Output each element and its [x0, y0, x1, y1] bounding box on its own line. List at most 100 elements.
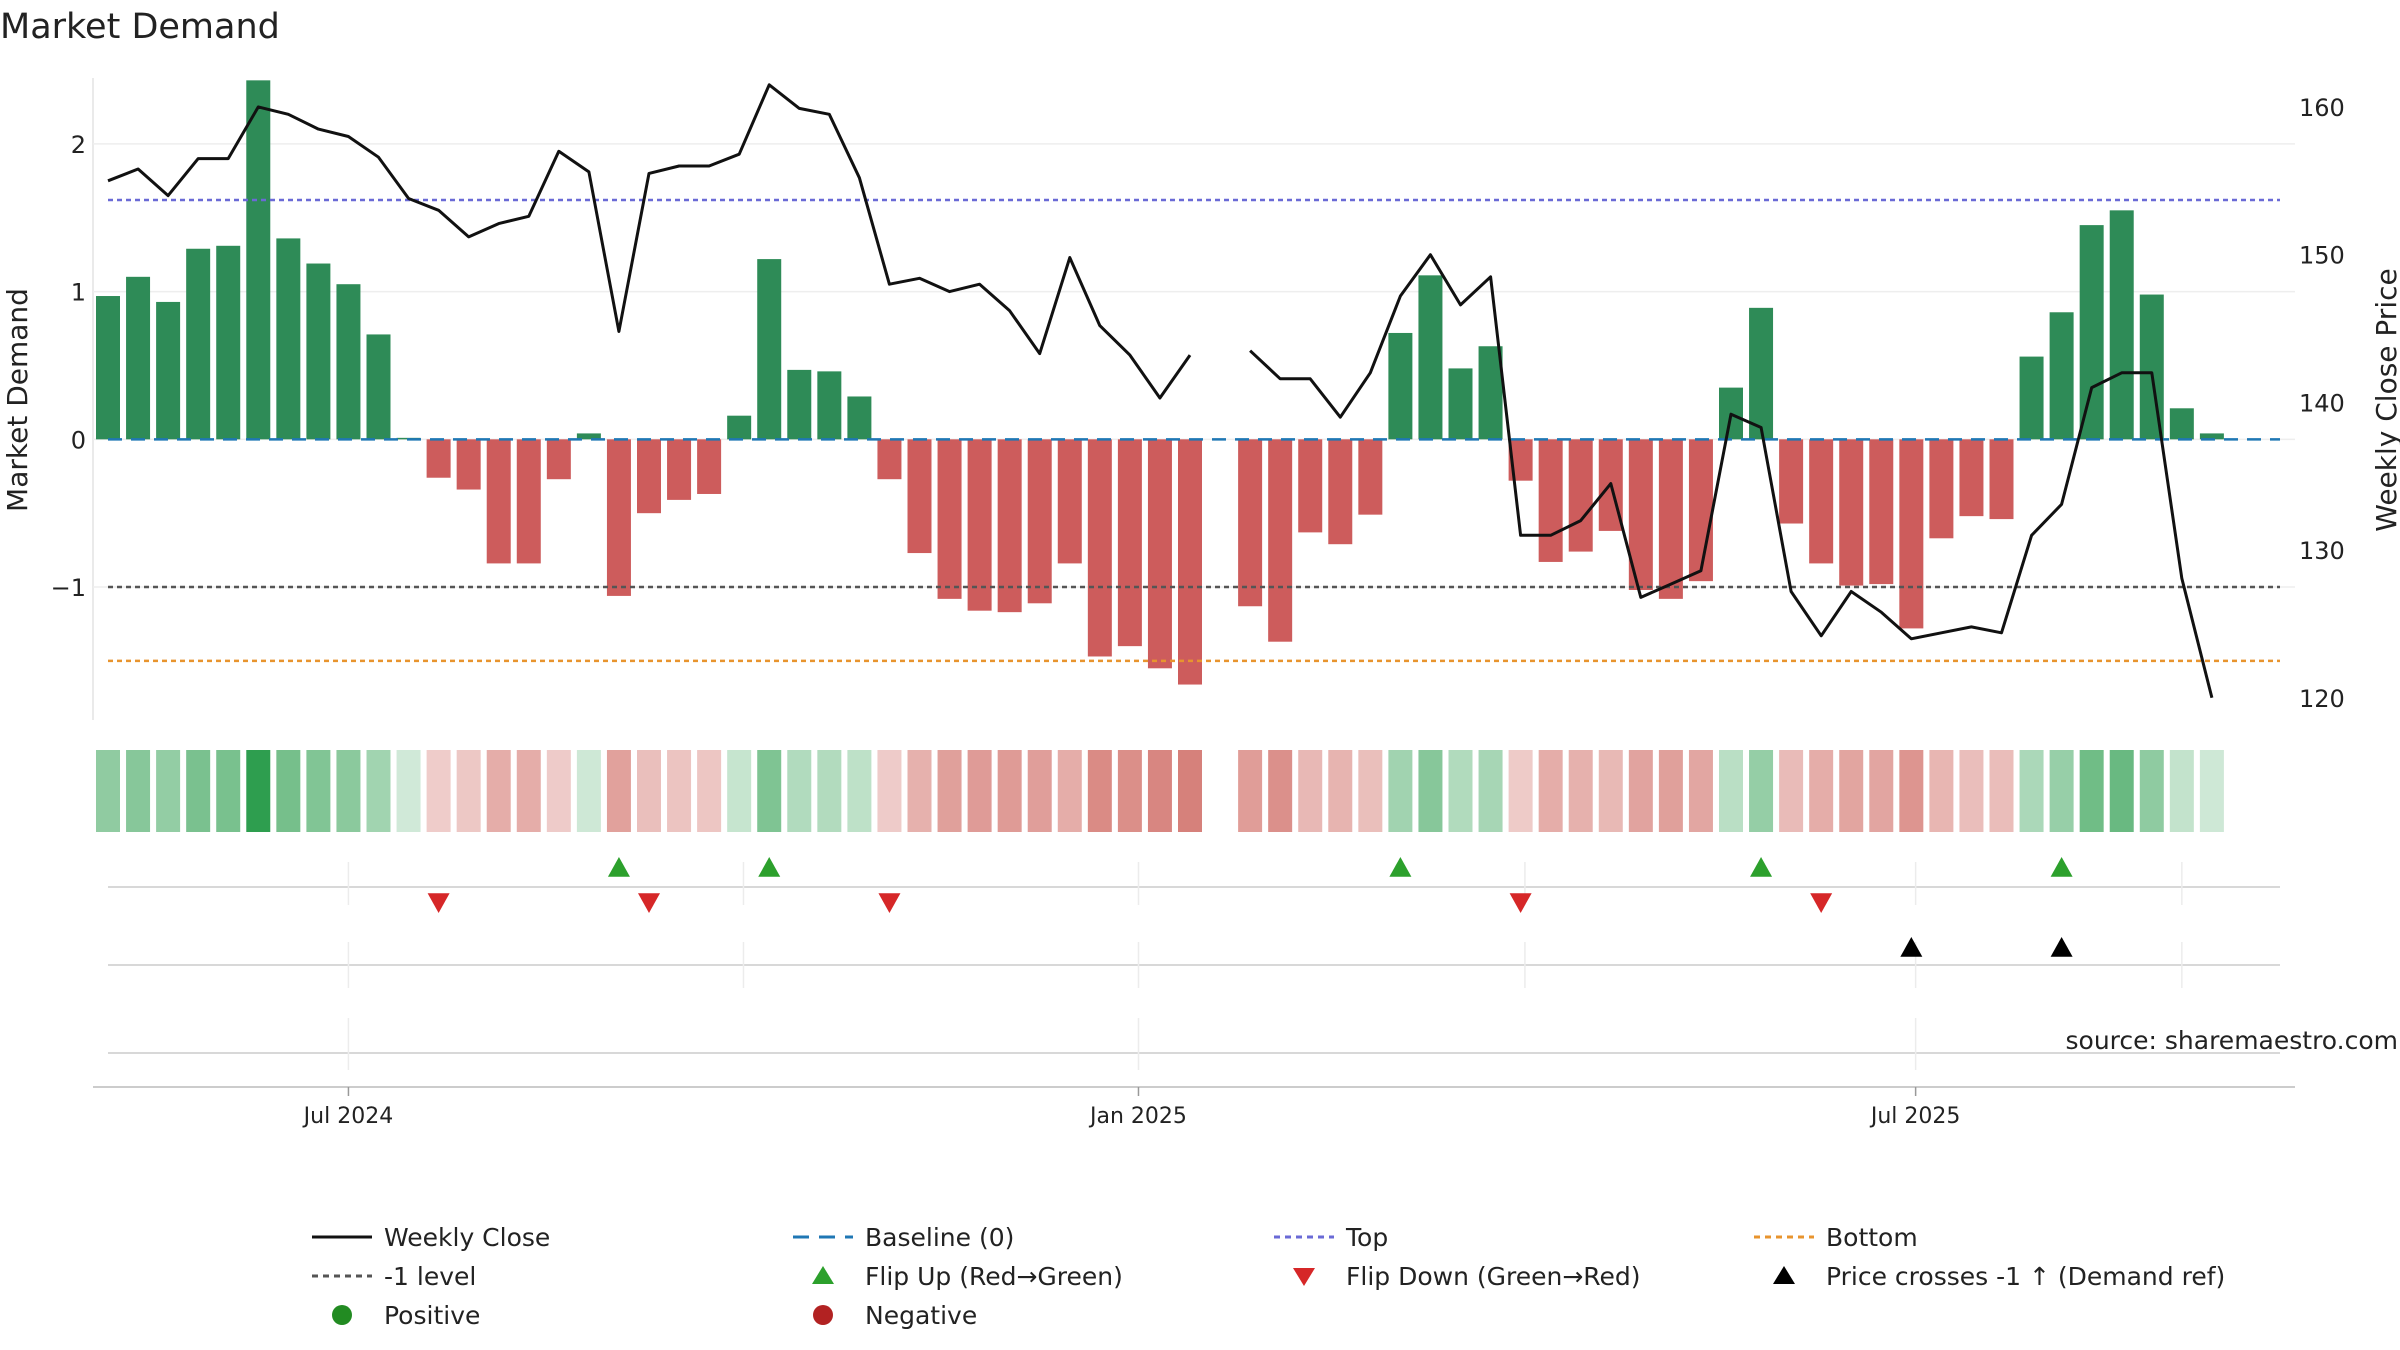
y2-tick-label: 130	[2299, 537, 2345, 565]
demand-bar-positive	[727, 415, 752, 440]
strip-cell	[576, 750, 601, 832]
demand-bar-positive	[336, 284, 361, 440]
demand-bar-negative	[1929, 439, 1954, 539]
demand-bar-positive	[1749, 307, 1774, 440]
demand-bar-negative	[1568, 439, 1593, 552]
legend-item: Weekly Close	[312, 1223, 550, 1252]
demand-bar-positive	[216, 245, 241, 440]
demand-bar-positive	[1418, 275, 1443, 440]
demand-bar-positive	[2169, 408, 2194, 440]
demand-bar-positive	[2019, 356, 2044, 440]
demand-bar-positive	[2139, 294, 2164, 440]
demand-bar-negative	[1658, 439, 1683, 599]
strip-cell	[1448, 750, 1473, 832]
strip-cell	[2079, 750, 2104, 832]
legend-label: Flip Down (Green→Red)	[1346, 1262, 1641, 1291]
demand-bar-positive	[847, 396, 872, 440]
strip-cell	[1478, 750, 1503, 832]
strip-cell	[426, 750, 451, 832]
strip-cell	[246, 750, 271, 832]
demand-bar-negative	[516, 439, 541, 564]
demand-bar-negative	[637, 439, 661, 514]
chart-title: Market Demand	[0, 7, 280, 47]
strip-cell	[697, 750, 722, 832]
strip-cell	[1117, 750, 1142, 832]
strip-cell	[1869, 750, 1894, 832]
demand-bar-negative	[1688, 439, 1713, 582]
strip-cell	[2019, 750, 2044, 832]
strip-cell	[1598, 750, 1623, 832]
strip-cell	[637, 750, 661, 832]
y-tick-label: 2	[71, 131, 86, 159]
flip-down-marker	[427, 893, 450, 913]
demand-bar-positive	[1478, 346, 1503, 440]
strip-cell	[967, 750, 992, 832]
flip-up-marker	[1750, 857, 1773, 877]
demand-bar-negative	[1117, 439, 1142, 647]
demand-bar-negative	[1899, 439, 1924, 629]
strip-cell	[1418, 750, 1443, 832]
strip-cell	[366, 750, 391, 832]
strip-cell	[1959, 750, 1984, 832]
demand-bar-negative	[937, 439, 962, 599]
strip-cell	[1268, 750, 1293, 832]
strip-cell	[1508, 750, 1533, 832]
strip-cell	[456, 750, 481, 832]
strip-cell	[1929, 750, 1954, 832]
demand-bar-negative	[456, 439, 481, 490]
legend-label: -1 level	[384, 1262, 476, 1291]
demand-bar-positive	[817, 371, 842, 440]
x-tick-label: Jul 2024	[302, 1104, 394, 1129]
strip-cell	[186, 750, 211, 832]
strip-cell	[1147, 750, 1172, 832]
strip-cell	[667, 750, 692, 832]
strip-cell	[126, 750, 151, 832]
flip-up-marker	[1389, 857, 1412, 877]
legend-item: Price crosses -1 ↑ (Demand ref)	[1773, 1262, 2225, 1291]
demand-bar-negative	[1358, 439, 1383, 515]
strip-cell	[1719, 750, 1743, 832]
strip-cell	[396, 750, 421, 832]
demand-bar-negative	[1268, 439, 1293, 642]
strip-cell	[1298, 750, 1323, 832]
source-note: source: sharemaestro.com	[2066, 1026, 2399, 1055]
demand-bar-negative	[1087, 439, 1112, 657]
demand-bar-positive	[2199, 433, 2224, 440]
y2-axis-label: Weekly Close Price	[2370, 268, 2400, 531]
legend-swatch	[812, 1266, 834, 1284]
legend-swatch	[1293, 1268, 1315, 1286]
y-tick-label: 0	[71, 426, 86, 454]
demand-bar-negative	[1809, 439, 1834, 564]
demand-bar-positive	[757, 259, 782, 440]
strip-cell	[606, 750, 631, 832]
strip-cell	[1809, 750, 1834, 832]
demand-bar-positive	[2109, 210, 2134, 440]
demand-bar-negative	[1839, 439, 1864, 586]
demand-bar-negative	[606, 439, 631, 596]
demand-bar-negative	[546, 439, 571, 480]
demand-bar-positive	[366, 334, 391, 440]
demand-bar-negative	[967, 439, 992, 611]
event-marker-panels	[108, 857, 2280, 1070]
strip-cell	[1388, 750, 1413, 832]
demand-bar-positive	[156, 301, 181, 440]
legend-item: Bottom	[1754, 1223, 1918, 1252]
strip-cell	[1688, 750, 1713, 832]
strip-cell	[1749, 750, 1774, 832]
x-tick-label: Jul 2025	[1869, 1104, 1961, 1129]
legend-label: Bottom	[1826, 1223, 1918, 1252]
price-cross-marker	[1900, 937, 1923, 957]
y2-tick-label: 140	[2299, 389, 2345, 417]
strip-cell	[1568, 750, 1593, 832]
legend-item: Baseline (0)	[793, 1223, 1014, 1252]
y2-tick-label: 120	[2299, 685, 2345, 713]
strip-cell	[1658, 750, 1683, 832]
strip-cell	[306, 750, 331, 832]
legend-label: Top	[1345, 1223, 1388, 1252]
flip-down-marker	[1509, 893, 1532, 913]
demand-bar-negative	[1328, 439, 1353, 545]
strip-cell	[1989, 750, 2014, 832]
legend-label: Weekly Close	[384, 1223, 550, 1252]
x-tick-label: Jan 2025	[1088, 1104, 1187, 1129]
demand-bar-negative	[1147, 439, 1172, 669]
